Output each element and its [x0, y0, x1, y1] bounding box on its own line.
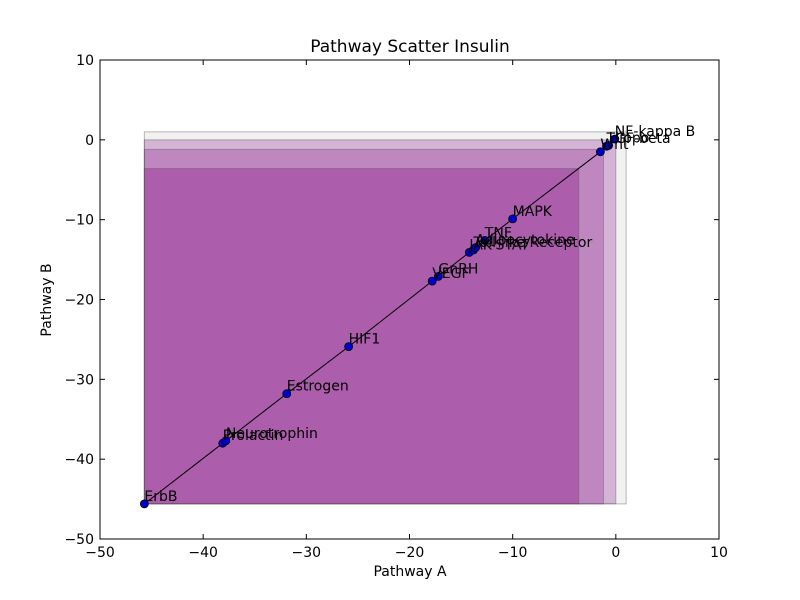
x-tick-label: −30 — [292, 545, 322, 561]
point-label: NF-kappa B — [615, 124, 695, 140]
data-point — [344, 342, 354, 352]
point-label: Neurotrophin — [226, 426, 318, 442]
data-point — [595, 147, 605, 157]
x-tick-label: 10 — [710, 545, 728, 561]
y-tick-label: −30 — [64, 372, 94, 388]
point-label: TNF — [484, 225, 512, 241]
point-label: Hippo — [609, 130, 650, 146]
point-label: JAK-STAT — [468, 237, 529, 253]
point-label: TGF-beta — [606, 131, 671, 147]
point-label: ErbB — [144, 489, 177, 505]
y-tick-label: 10 — [76, 53, 94, 69]
data-point — [427, 276, 437, 286]
point-label: Prolactin — [223, 428, 284, 444]
point-label: Estrogen — [287, 379, 349, 395]
data-point — [604, 141, 614, 150]
x-tick-label: 0 — [611, 545, 620, 561]
data-point — [433, 271, 443, 281]
data-point — [480, 236, 490, 245]
y-tick-label: −20 — [64, 293, 94, 309]
axis-ticks: −50 −40 −30 −20 −10 0 10 10 0 −10 −20 −30 −40 −50 — [64, 53, 727, 561]
point-label: Adipocytokine — [476, 233, 575, 249]
data-point — [610, 134, 620, 144]
y-tick-label: −10 — [64, 213, 94, 229]
data-point — [471, 243, 480, 253]
data-points — [139, 134, 620, 509]
data-point — [221, 436, 231, 446]
x-tick-label: −40 — [188, 545, 218, 561]
y-axis-label: Pathway B — [39, 263, 55, 336]
chart-title: Pathway Scatter Insulin — [310, 37, 510, 57]
x-tick-label: −50 — [85, 545, 115, 561]
y-tick-label: 0 — [85, 133, 94, 149]
x-axis-label: Pathway A — [373, 564, 447, 580]
x-tick-label: −10 — [498, 545, 528, 561]
y-tick-label: −50 — [64, 532, 94, 548]
data-point — [139, 499, 149, 509]
point-label: Wnt — [600, 137, 629, 153]
data-point — [508, 214, 518, 224]
point-label: MAPK — [513, 204, 553, 220]
data-point — [282, 389, 292, 399]
point-label: VEGF — [432, 266, 469, 282]
y-tick-label: −40 — [64, 452, 94, 468]
point-label: HIF1 — [349, 332, 381, 348]
x-tick-label: −20 — [395, 545, 425, 561]
point-label: GnRH — [438, 261, 478, 277]
point-label: Toll-like Receptor — [472, 235, 592, 251]
